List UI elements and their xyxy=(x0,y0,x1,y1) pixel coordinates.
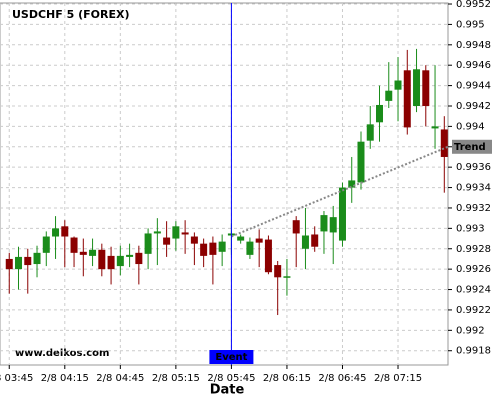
candle-body xyxy=(218,241,226,252)
candle-body xyxy=(403,70,411,128)
y-tick-label: 0.9948 xyxy=(456,40,491,51)
candle-body xyxy=(24,256,32,266)
x-tick-label: 2/8 07:15 xyxy=(374,373,422,384)
candle-body xyxy=(116,255,124,267)
event-label-box xyxy=(209,350,254,364)
y-tick-label: 0.992 xyxy=(456,325,485,336)
candle-body xyxy=(292,220,300,234)
candle-body xyxy=(329,217,337,233)
candle-body xyxy=(144,233,152,254)
candle-body xyxy=(209,242,217,255)
candle-body xyxy=(200,243,208,256)
candle-body xyxy=(357,141,365,183)
candle-body xyxy=(413,69,421,106)
y-tick-label: 0.9944 xyxy=(456,81,491,92)
candle-body xyxy=(311,234,319,247)
x-tick-label: 2/8 06:45 xyxy=(318,373,366,384)
candle-body xyxy=(431,126,439,129)
y-tick-label: 0.9922 xyxy=(456,305,491,316)
trend-line xyxy=(231,145,449,238)
y-tick-label: 0.995 xyxy=(456,19,485,30)
y-tick-label: 0.9932 xyxy=(456,203,491,214)
candle-body xyxy=(338,187,346,241)
candle-body xyxy=(135,252,143,265)
candle-body xyxy=(89,249,97,256)
candle-body xyxy=(172,226,180,239)
candle-body xyxy=(264,239,272,273)
x-axis-label: Date xyxy=(210,383,245,398)
candle-body xyxy=(190,236,198,244)
candle-body xyxy=(79,251,87,255)
y-tick-label: 0.9946 xyxy=(456,60,491,71)
candle-body xyxy=(385,90,393,101)
candle-body xyxy=(320,215,328,232)
candle-body xyxy=(126,254,134,257)
candle-body xyxy=(237,236,245,241)
x-tick-label: 2/8 04:45 xyxy=(96,373,144,384)
candle-body xyxy=(283,276,291,278)
x-tick-label: 2/8 04:15 xyxy=(41,373,89,384)
y-tick-label: 0.9924 xyxy=(456,285,491,296)
candle-body xyxy=(301,235,309,249)
candle-body xyxy=(153,231,161,234)
candle-body xyxy=(42,236,50,253)
candle-body xyxy=(181,232,189,235)
y-tick-label: 0.9934 xyxy=(456,183,491,194)
watermark: www.delkos.com xyxy=(15,348,109,359)
candle-body xyxy=(348,180,356,188)
y-tick-label: 0.9918 xyxy=(456,346,491,357)
candle-body xyxy=(274,265,282,278)
candle-body xyxy=(5,258,13,270)
chart-title: USDCHF 5 (FOREX) xyxy=(12,8,129,21)
y-tick-label: 0.9942 xyxy=(456,101,491,112)
candle-body xyxy=(366,124,374,141)
candle-body xyxy=(33,252,41,265)
candle-body xyxy=(61,226,69,237)
x-tick-label: 2/8 06:15 xyxy=(263,373,311,384)
trend-label: Trend xyxy=(454,142,486,153)
y-tick-label: 0.9952 xyxy=(456,0,491,10)
candle-body xyxy=(440,129,448,157)
x-tick-label: 2/8 05:45 xyxy=(207,373,255,384)
candle-body xyxy=(70,237,78,253)
candle-body xyxy=(394,80,402,90)
event-label: Event xyxy=(215,352,247,363)
candle-body xyxy=(52,228,60,237)
y-tick-label: 0.994 xyxy=(456,121,485,132)
candle-body xyxy=(98,249,106,270)
candle-body xyxy=(255,238,263,243)
trend-label-box xyxy=(452,139,492,154)
x-tick-label: 2/8 03:45 xyxy=(0,373,33,384)
plot-area xyxy=(0,2,449,366)
y-tick-label: 0.993 xyxy=(456,223,485,234)
y-tick-label: 0.9936 xyxy=(456,162,491,173)
x-tick-label: 2/8 05:15 xyxy=(152,373,200,384)
y-tick-label: 0.9926 xyxy=(456,264,491,275)
candle-body xyxy=(163,237,171,245)
candle-body xyxy=(107,255,115,270)
candle-body xyxy=(376,104,384,123)
candle-body xyxy=(246,241,254,255)
y-tick-label: 0.9928 xyxy=(456,244,491,255)
candle-body xyxy=(422,70,430,106)
candle-body xyxy=(15,256,23,270)
